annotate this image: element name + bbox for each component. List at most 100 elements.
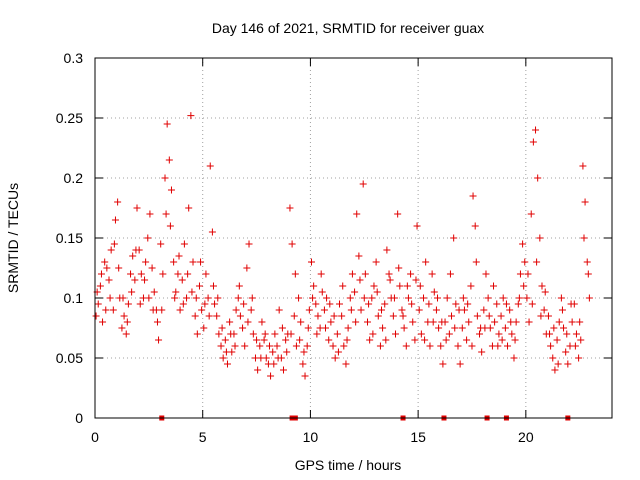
chart-title: Day 146 of 2021, SRMTID for receiver gua…: [212, 20, 484, 36]
data-point: [579, 162, 587, 170]
data-point: [240, 300, 248, 308]
data-point: [131, 276, 139, 284]
data-point: [122, 330, 130, 338]
data-point: [495, 330, 503, 338]
data-point: [390, 294, 398, 302]
data-point: [451, 324, 459, 332]
data-point: [219, 354, 227, 362]
data-point: [549, 354, 557, 362]
x-tick-label: 0: [91, 429, 99, 445]
data-point: [132, 246, 140, 254]
data-point: [231, 342, 239, 350]
data-point: [248, 294, 256, 302]
data-point: [304, 324, 312, 332]
data-point: [342, 360, 350, 368]
data-point: [468, 342, 476, 350]
data-point: [309, 294, 317, 302]
data-point: [296, 336, 304, 344]
data-point: [176, 306, 184, 314]
data-point: [133, 204, 141, 212]
data-point: [438, 318, 446, 326]
data-point: [417, 330, 425, 338]
data-point: [256, 342, 264, 350]
data-point: [323, 294, 331, 302]
data-point: [491, 318, 499, 326]
data-point: [485, 312, 493, 320]
data-point: [365, 300, 373, 308]
data-point: [498, 336, 506, 344]
data-point: [241, 342, 249, 350]
data-point: [247, 306, 255, 314]
data-point: [400, 324, 408, 332]
data-point: [178, 276, 186, 284]
data-point: [398, 306, 406, 314]
data-point: [124, 300, 132, 308]
data-point: [409, 318, 417, 326]
data-point: [270, 360, 278, 368]
data-point: [385, 270, 393, 278]
data-point: [158, 306, 166, 314]
data-point: [312, 300, 320, 308]
data-point: [290, 312, 298, 320]
data-point: [103, 264, 111, 272]
data-point: [278, 324, 286, 332]
data-point: [267, 372, 275, 380]
data-point: [396, 282, 404, 290]
data-point: [430, 288, 438, 296]
data-point: [527, 210, 535, 218]
data-point: [404, 294, 412, 302]
data-point: [320, 306, 328, 314]
data-point: [159, 270, 167, 278]
grid-lines: [95, 58, 612, 418]
data-point: [416, 282, 424, 290]
data-point: [478, 348, 486, 356]
data-point: [211, 300, 219, 308]
data-point: [234, 294, 242, 302]
data-point: [221, 336, 229, 344]
data-point: [450, 234, 458, 242]
data-point: [344, 324, 352, 332]
data-point: [507, 318, 515, 326]
y-tick-label: 0.15: [56, 230, 83, 246]
data-point: [239, 324, 247, 332]
data-point: [394, 210, 402, 218]
data-point: [458, 324, 466, 332]
data-point: [217, 342, 225, 350]
data-point: [537, 312, 545, 320]
data-point: [571, 342, 579, 350]
data-point: [536, 234, 544, 242]
data-point: [399, 312, 407, 320]
data-point: [528, 300, 536, 308]
data-point: [532, 126, 540, 134]
data-point: [445, 330, 453, 338]
data-point: [392, 330, 400, 338]
data-point: [411, 336, 419, 344]
data-point: [504, 342, 512, 350]
data-point: [490, 282, 498, 290]
data-point: [197, 258, 205, 266]
data-point: [326, 300, 334, 308]
data-point: [482, 270, 490, 278]
data-point: [305, 306, 313, 314]
data-point: [435, 324, 443, 332]
data-point: [568, 318, 576, 326]
data-point: [205, 312, 213, 320]
y-axis-label: SRMTID / TECUs: [5, 183, 21, 293]
data-point: [369, 330, 377, 338]
data-point: [162, 210, 170, 218]
data-point: [137, 270, 145, 278]
data-point: [497, 312, 505, 320]
data-point: [501, 324, 509, 332]
data-point: [558, 306, 566, 314]
y-tick-label: 0.05: [56, 350, 83, 366]
y-tick-label: 0: [75, 410, 83, 426]
data-point: [502, 300, 510, 308]
data-point: [279, 366, 287, 374]
data-point: [327, 318, 335, 326]
data-point: [455, 306, 463, 314]
data-point: [227, 330, 235, 338]
data-point: [514, 300, 522, 308]
data-point: [170, 258, 178, 266]
data-point: [494, 342, 502, 350]
data-point: [422, 258, 430, 266]
